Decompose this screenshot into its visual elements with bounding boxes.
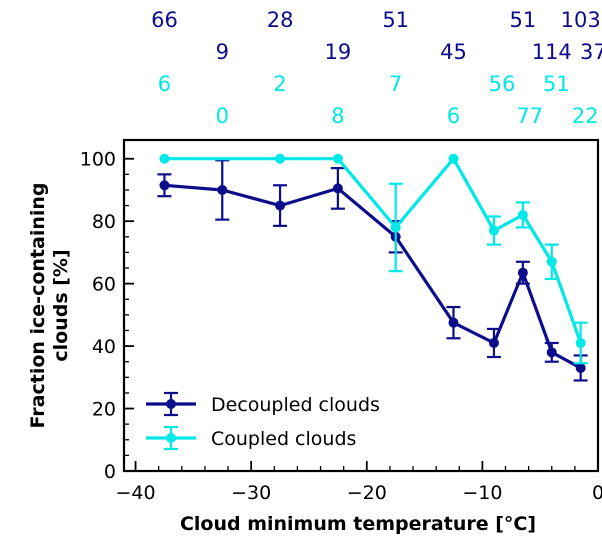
count-label: 8 [331, 104, 344, 128]
x-tick-label: −30 [231, 482, 271, 504]
count-label: 45 [440, 40, 467, 64]
y-tick-label: 80 [92, 211, 116, 233]
legend-label: Decoupled clouds [211, 394, 380, 416]
data-point [517, 267, 528, 278]
data-point [546, 347, 557, 358]
x-tick-label: −20 [347, 482, 387, 504]
count-label: 7 [389, 72, 402, 96]
data-point [275, 200, 286, 211]
data-point [575, 362, 586, 373]
data-point [332, 183, 343, 194]
legend-marker [166, 433, 176, 443]
data-point [159, 180, 170, 191]
y-tick-label: 0 [104, 461, 116, 483]
data-point [517, 209, 528, 220]
data-point [546, 256, 557, 267]
count-label: 51 [382, 8, 409, 32]
count-label: 6 [158, 72, 171, 96]
series-decoupled [157, 159, 588, 382]
series-coupled [159, 153, 588, 365]
count-label: 51 [509, 8, 536, 32]
count-label: 66 [151, 8, 178, 32]
x-axis-label: Cloud minimum temperature [°C] [180, 513, 536, 535]
legend: Decoupled clouds Coupled clouds [146, 391, 380, 451]
count-label: 6 [447, 104, 460, 128]
y-tick-label: 60 [92, 274, 116, 296]
data-point [217, 184, 228, 195]
count-label: 51 [543, 72, 570, 96]
data-point [575, 337, 586, 348]
count-label: 77 [516, 104, 543, 128]
count-label: 9 [216, 40, 229, 64]
x-tick-label: −10 [462, 482, 502, 504]
data-point [332, 153, 343, 164]
count-label: 0 [216, 104, 229, 128]
axes: −40 −30 −20 −10 0 0 20 40 60 80 100 [80, 138, 602, 504]
data-point [275, 153, 286, 164]
plot-frame [122, 138, 600, 473]
count-label: 56 [489, 72, 516, 96]
count-label: 114 [532, 40, 572, 64]
data-point [390, 222, 401, 233]
x-tick-label: −40 [116, 482, 156, 504]
y-tick-label: 40 [92, 336, 116, 358]
data-point [488, 225, 499, 236]
data-point [448, 153, 459, 164]
count-label: 28 [267, 8, 294, 32]
legend-label: Coupled clouds [211, 428, 356, 450]
count-labels: 66 28 51 51 103 9 19 45 114 37 6 2 7 56 51 0 8 6 77 22 [151, 8, 602, 128]
count-label: 2 [273, 72, 286, 96]
data-point [488, 337, 499, 348]
data-point [159, 153, 170, 164]
count-label: 19 [325, 40, 352, 64]
x-tick-label: 0 [592, 482, 602, 504]
legend-marker [166, 399, 176, 409]
count-label: 103 [561, 8, 601, 32]
y-axis-label: Fraction ice-containingclouds [%] [27, 183, 72, 429]
series-line [164, 183, 582, 370]
y-tick-label: 100 [80, 149, 116, 171]
y-tick-label: 20 [92, 399, 116, 421]
plot-area [157, 153, 588, 382]
count-label: 37 [580, 40, 602, 64]
data-point [448, 317, 459, 328]
count-label: 22 [572, 104, 599, 128]
series-line [164, 157, 583, 344]
